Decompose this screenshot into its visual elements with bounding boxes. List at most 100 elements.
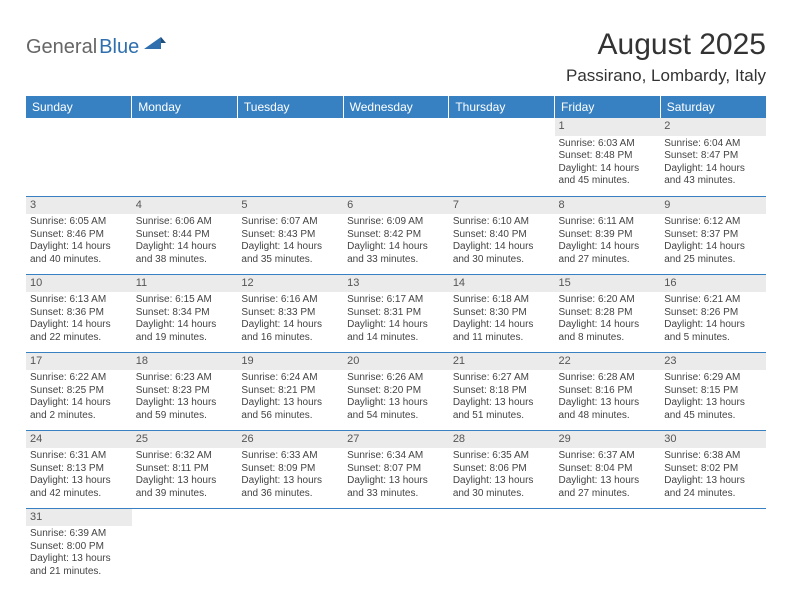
sunrise-text: Sunrise: 6:07 AM [241, 216, 339, 229]
calendar-cell: 16Sunrise: 6:21 AMSunset: 8:26 PMDayligh… [660, 274, 766, 352]
calendar-row: 17Sunrise: 6:22 AMSunset: 8:25 PMDayligh… [26, 352, 766, 430]
day-number: 5 [237, 197, 343, 215]
header: General Blue August 2025 Passirano, Lomb… [26, 28, 766, 86]
daylight-text: Daylight: 13 hours and 39 minutes. [136, 475, 234, 500]
day-header: Saturday [660, 96, 766, 118]
calendar-cell: 18Sunrise: 6:23 AMSunset: 8:23 PMDayligh… [132, 352, 238, 430]
sunrise-text: Sunrise: 6:09 AM [347, 216, 445, 229]
sunrise-text: Sunrise: 6:27 AM [453, 372, 551, 385]
daylight-text: Daylight: 14 hours and 45 minutes. [559, 163, 657, 188]
sunrise-text: Sunrise: 6:13 AM [30, 294, 128, 307]
day-number: 19 [237, 353, 343, 371]
calendar-cell: 8Sunrise: 6:11 AMSunset: 8:39 PMDaylight… [555, 196, 661, 274]
calendar-cell: 1Sunrise: 6:03 AMSunset: 8:48 PMDaylight… [555, 118, 661, 196]
daylight-text: Daylight: 14 hours and 2 minutes. [30, 397, 128, 422]
day-number: 16 [660, 275, 766, 293]
sunrise-text: Sunrise: 6:26 AM [347, 372, 445, 385]
calendar-cell: 15Sunrise: 6:20 AMSunset: 8:28 PMDayligh… [555, 274, 661, 352]
calendar-cell-empty [237, 118, 343, 196]
sunrise-text: Sunrise: 6:32 AM [136, 450, 234, 463]
calendar-cell-empty [26, 118, 132, 196]
calendar-table: SundayMondayTuesdayWednesdayThursdayFrid… [26, 96, 766, 586]
sunset-text: Sunset: 8:47 PM [664, 150, 762, 163]
sunset-text: Sunset: 8:11 PM [136, 463, 234, 476]
calendar-cell-empty [132, 118, 238, 196]
daylight-text: Daylight: 14 hours and 19 minutes. [136, 319, 234, 344]
calendar-cell: 24Sunrise: 6:31 AMSunset: 8:13 PMDayligh… [26, 430, 132, 508]
daylight-text: Daylight: 14 hours and 8 minutes. [559, 319, 657, 344]
sunrise-text: Sunrise: 6:35 AM [453, 450, 551, 463]
sunset-text: Sunset: 8:16 PM [559, 385, 657, 398]
day-number: 4 [132, 197, 238, 215]
calendar-cell-empty [132, 508, 238, 586]
sunset-text: Sunset: 8:21 PM [241, 385, 339, 398]
day-number: 15 [555, 275, 661, 293]
calendar-row: 31Sunrise: 6:39 AMSunset: 8:00 PMDayligh… [26, 508, 766, 586]
day-header-row: SundayMondayTuesdayWednesdayThursdayFrid… [26, 96, 766, 118]
day-number: 17 [26, 353, 132, 371]
daylight-text: Daylight: 14 hours and 38 minutes. [136, 241, 234, 266]
calendar-cell: 14Sunrise: 6:18 AMSunset: 8:30 PMDayligh… [449, 274, 555, 352]
calendar-cell-empty [237, 508, 343, 586]
calendar-cell: 3Sunrise: 6:05 AMSunset: 8:46 PMDaylight… [26, 196, 132, 274]
daylight-text: Daylight: 14 hours and 30 minutes. [453, 241, 551, 266]
title-block: August 2025 Passirano, Lombardy, Italy [566, 28, 766, 86]
calendar-cell: 5Sunrise: 6:07 AMSunset: 8:43 PMDaylight… [237, 196, 343, 274]
sunset-text: Sunset: 8:46 PM [30, 229, 128, 242]
daylight-text: Daylight: 14 hours and 16 minutes. [241, 319, 339, 344]
day-number: 26 [237, 431, 343, 449]
daylight-text: Daylight: 13 hours and 42 minutes. [30, 475, 128, 500]
calendar-cell: 27Sunrise: 6:34 AMSunset: 8:07 PMDayligh… [343, 430, 449, 508]
sunrise-text: Sunrise: 6:20 AM [559, 294, 657, 307]
sunrise-text: Sunrise: 6:33 AM [241, 450, 339, 463]
calendar-cell: 23Sunrise: 6:29 AMSunset: 8:15 PMDayligh… [660, 352, 766, 430]
sunset-text: Sunset: 8:09 PM [241, 463, 339, 476]
sunset-text: Sunset: 8:20 PM [347, 385, 445, 398]
calendar-cell: 2Sunrise: 6:04 AMSunset: 8:47 PMDaylight… [660, 118, 766, 196]
sunset-text: Sunset: 8:15 PM [664, 385, 762, 398]
sunrise-text: Sunrise: 6:38 AM [664, 450, 762, 463]
sunrise-text: Sunrise: 6:05 AM [30, 216, 128, 229]
calendar-cell-empty [555, 508, 661, 586]
day-number: 28 [449, 431, 555, 449]
daylight-text: Daylight: 13 hours and 21 minutes. [30, 553, 128, 578]
calendar-cell-empty [449, 118, 555, 196]
day-header: Sunday [26, 96, 132, 118]
sunrise-text: Sunrise: 6:10 AM [453, 216, 551, 229]
sunrise-text: Sunrise: 6:31 AM [30, 450, 128, 463]
calendar-cell: 4Sunrise: 6:06 AMSunset: 8:44 PMDaylight… [132, 196, 238, 274]
sunset-text: Sunset: 8:40 PM [453, 229, 551, 242]
sunrise-text: Sunrise: 6:29 AM [664, 372, 762, 385]
day-number: 30 [660, 431, 766, 449]
sunrise-text: Sunrise: 6:22 AM [30, 372, 128, 385]
calendar-cell-empty [660, 508, 766, 586]
calendar-cell: 26Sunrise: 6:33 AMSunset: 8:09 PMDayligh… [237, 430, 343, 508]
calendar-cell: 7Sunrise: 6:10 AMSunset: 8:40 PMDaylight… [449, 196, 555, 274]
day-number: 3 [26, 197, 132, 215]
sunset-text: Sunset: 8:36 PM [30, 307, 128, 320]
sunrise-text: Sunrise: 6:12 AM [664, 216, 762, 229]
daylight-text: Daylight: 14 hours and 40 minutes. [30, 241, 128, 266]
sunset-text: Sunset: 8:30 PM [453, 307, 551, 320]
day-number: 18 [132, 353, 238, 371]
daylight-text: Daylight: 13 hours and 54 minutes. [347, 397, 445, 422]
sunset-text: Sunset: 8:07 PM [347, 463, 445, 476]
daylight-text: Daylight: 13 hours and 27 minutes. [559, 475, 657, 500]
calendar-cell: 12Sunrise: 6:16 AMSunset: 8:33 PMDayligh… [237, 274, 343, 352]
sunrise-text: Sunrise: 6:04 AM [664, 138, 762, 151]
calendar-row: 3Sunrise: 6:05 AMSunset: 8:46 PMDaylight… [26, 196, 766, 274]
month-title: August 2025 [566, 28, 766, 62]
calendar-cell: 28Sunrise: 6:35 AMSunset: 8:06 PMDayligh… [449, 430, 555, 508]
day-number: 8 [555, 197, 661, 215]
day-header: Wednesday [343, 96, 449, 118]
logo-flag-icon [143, 35, 167, 53]
sunrise-text: Sunrise: 6:11 AM [559, 216, 657, 229]
daylight-text: Daylight: 14 hours and 33 minutes. [347, 241, 445, 266]
day-number: 9 [660, 197, 766, 215]
day-number: 23 [660, 353, 766, 371]
sunrise-text: Sunrise: 6:24 AM [241, 372, 339, 385]
sunrise-text: Sunrise: 6:18 AM [453, 294, 551, 307]
day-number: 11 [132, 275, 238, 293]
sunset-text: Sunset: 8:37 PM [664, 229, 762, 242]
daylight-text: Daylight: 14 hours and 25 minutes. [664, 241, 762, 266]
